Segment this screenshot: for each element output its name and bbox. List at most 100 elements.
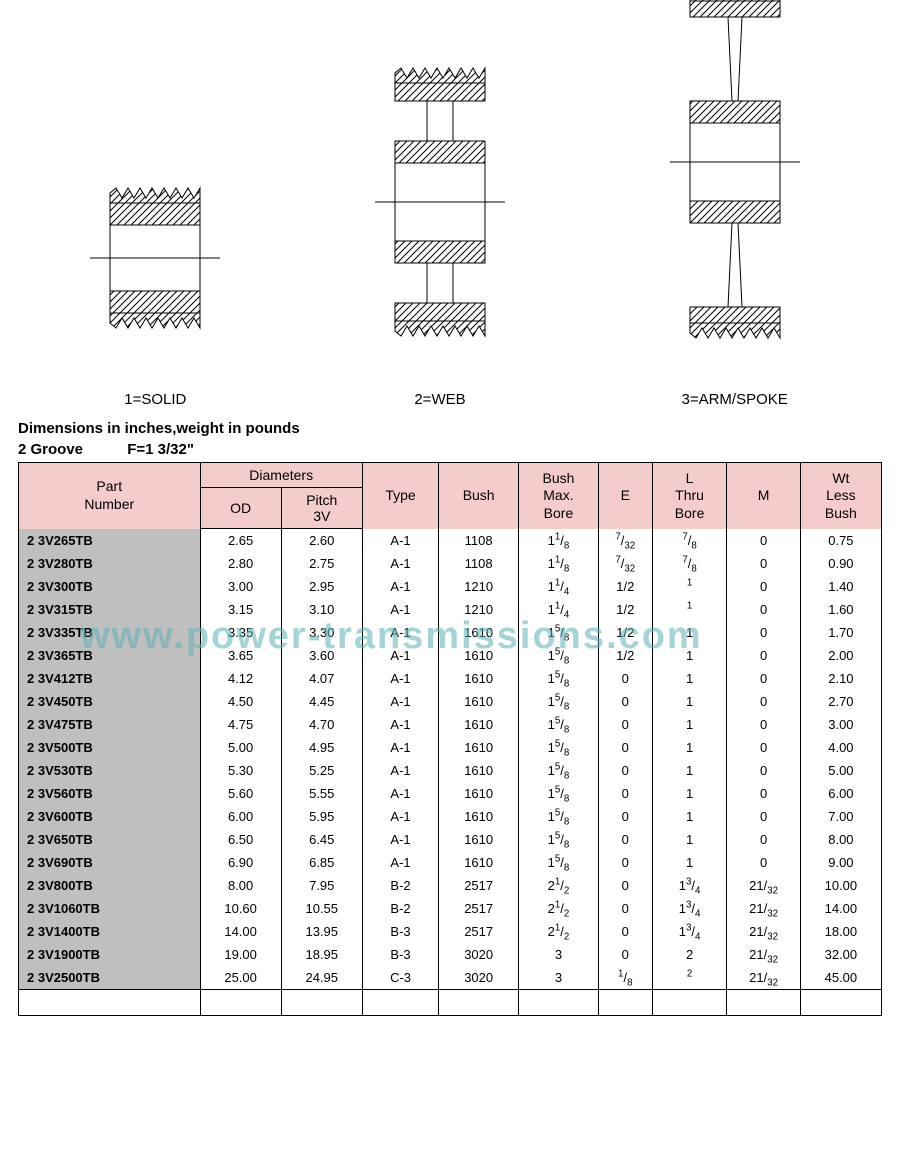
- cell-bush-max-bore: 15/8: [519, 713, 599, 736]
- cell-pitch: 18.95: [281, 943, 362, 966]
- cell-e: 1/8: [598, 966, 652, 990]
- cell-m: 0: [727, 667, 800, 690]
- cell-pitch: 4.70: [281, 713, 362, 736]
- cell-bush: 1210: [439, 598, 519, 621]
- cell-bush: 1610: [439, 667, 519, 690]
- cell-m: 0: [727, 529, 800, 553]
- cell-bush-max-bore: 3: [519, 966, 599, 990]
- cell-part-number: 2 3V265TB: [19, 529, 201, 553]
- cell-wt: 32.00: [800, 943, 881, 966]
- table-row: 2 3V335TB3.353.30A-1161015/81/2101.70: [19, 621, 882, 644]
- th-od: OD: [200, 488, 281, 529]
- cell-bush-max-bore: 21/2: [519, 897, 599, 920]
- cell-e: 0: [598, 736, 652, 759]
- cell-m: 21/32: [727, 920, 800, 943]
- cell-e: 1/2: [598, 644, 652, 667]
- units-line: Dimensions in inches,weight in pounds: [18, 420, 882, 437]
- cell-pitch: 5.95: [281, 805, 362, 828]
- cell-bush: 1108: [439, 529, 519, 553]
- cell-pitch: 10.55: [281, 897, 362, 920]
- cell-wt: 9.00: [800, 851, 881, 874]
- cell-wt: 45.00: [800, 966, 881, 990]
- cell-m: 0: [727, 782, 800, 805]
- cell-type: B-3: [362, 943, 438, 966]
- cell-part-number: 2 3V2500TB: [19, 966, 201, 990]
- table-header: PartNumber Diameters Type Bush BushMax.B…: [19, 463, 882, 529]
- solid-icon: [80, 143, 230, 373]
- cell-part-number: 2 3V1900TB: [19, 943, 201, 966]
- cell-wt: 1.40: [800, 575, 881, 598]
- cell-l-thru-bore: 1: [652, 828, 727, 851]
- cell-od: 25.00: [200, 966, 281, 990]
- cell-part-number: 2 3V1060TB: [19, 897, 201, 920]
- table-row: 2 3V315TB3.153.10A-1121011/41/2101.60: [19, 598, 882, 621]
- cell-bush: 1610: [439, 621, 519, 644]
- cell-wt: 0.75: [800, 529, 881, 553]
- cell-part-number: 2 3V650TB: [19, 828, 201, 851]
- cell-pitch: 4.07: [281, 667, 362, 690]
- cell-bush-max-bore: 15/8: [519, 736, 599, 759]
- cell-e: 0: [598, 828, 652, 851]
- th-l-thru-bore: LThruBore: [652, 463, 727, 529]
- cell-bush: 3020: [439, 943, 519, 966]
- cell-l-thru-bore: 1: [652, 621, 727, 644]
- th-wt-less-bush: WtLessBush: [800, 463, 881, 529]
- diagram-label-arm: 3=ARM/SPOKE: [650, 391, 820, 408]
- table-row: 2 3V690TB6.906.85A-1161015/80109.00: [19, 851, 882, 874]
- cell-l-thru-bore: 1: [652, 759, 727, 782]
- cell-l-thru-bore: 13/4: [652, 920, 727, 943]
- table-row: 2 3V280TB2.802.75A-1110811/87/327/800.90: [19, 552, 882, 575]
- cell-e: 0: [598, 713, 652, 736]
- cell-od: 2.65: [200, 529, 281, 553]
- cell-od: 6.90: [200, 851, 281, 874]
- cell-type: B-2: [362, 897, 438, 920]
- table-row: 2 3V1900TB19.0018.95B-3302030221/3232.00: [19, 943, 882, 966]
- cell-bush-max-bore: 15/8: [519, 644, 599, 667]
- cell-part-number: 2 3V530TB: [19, 759, 201, 782]
- spec-table: PartNumber Diameters Type Bush BushMax.B…: [18, 462, 882, 1016]
- cell-l-thru-bore: 2: [652, 966, 727, 990]
- cell-od: 2.80: [200, 552, 281, 575]
- cell-part-number: 2 3V365TB: [19, 644, 201, 667]
- cell-bush-max-bore: 15/8: [519, 828, 599, 851]
- table-row: 2 3V300TB3.002.95A-1121011/41/2101.40: [19, 575, 882, 598]
- diagram-label-solid: 1=SOLID: [80, 391, 230, 408]
- cell-e: 0: [598, 920, 652, 943]
- cell-wt: 18.00: [800, 920, 881, 943]
- diagram-web: 2=WEB: [355, 53, 525, 408]
- cell-bush-max-bore: 15/8: [519, 667, 599, 690]
- cell-e: 7/32: [598, 552, 652, 575]
- cell-od: 4.75: [200, 713, 281, 736]
- th-bush-max-bore: BushMax.Bore: [519, 463, 599, 529]
- cell-l-thru-bore: 1: [652, 713, 727, 736]
- cell-pitch: 24.95: [281, 966, 362, 990]
- cell-m: 0: [727, 690, 800, 713]
- cell-bush-max-bore: 3: [519, 943, 599, 966]
- diagram-label-web: 2=WEB: [355, 391, 525, 408]
- cell-wt: 2.10: [800, 667, 881, 690]
- cell-e: 0: [598, 805, 652, 828]
- cell-bush: 1610: [439, 759, 519, 782]
- cell-m: 0: [727, 805, 800, 828]
- cell-part-number: 2 3V560TB: [19, 782, 201, 805]
- cell-m: 0: [727, 828, 800, 851]
- diagram-arm: 3=ARM/SPOKE: [650, 0, 820, 408]
- cell-wt: 14.00: [800, 897, 881, 920]
- cell-l-thru-bore: 13/4: [652, 897, 727, 920]
- cell-m: 21/32: [727, 897, 800, 920]
- cell-pitch: 5.25: [281, 759, 362, 782]
- cell-bush-max-bore: 11/8: [519, 529, 599, 553]
- cell-part-number: 2 3V800TB: [19, 874, 201, 897]
- cell-wt: 4.00: [800, 736, 881, 759]
- cell-bush-max-bore: 15/8: [519, 690, 599, 713]
- cell-type: A-1: [362, 529, 438, 553]
- cell-od: 3.00: [200, 575, 281, 598]
- cell-e: 0: [598, 782, 652, 805]
- cell-e: 0: [598, 667, 652, 690]
- cell-e: 7/32: [598, 529, 652, 553]
- cell-od: 8.00: [200, 874, 281, 897]
- cell-m: 21/32: [727, 943, 800, 966]
- cell-type: A-1: [362, 621, 438, 644]
- cell-bush-max-bore: 11/4: [519, 575, 599, 598]
- cell-type: C-3: [362, 966, 438, 990]
